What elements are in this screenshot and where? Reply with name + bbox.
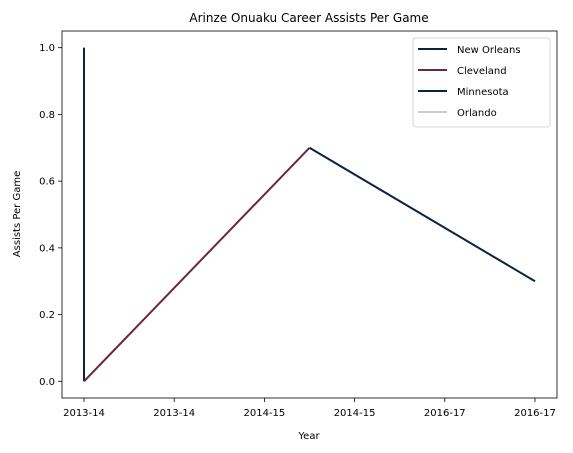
x-tick-label: 2014-15 xyxy=(334,408,376,419)
chart-title: Arinze Onuaku Career Assists Per Game xyxy=(189,11,428,25)
x-axis-title: Year xyxy=(297,431,320,442)
x-tick-label: 2016-17 xyxy=(424,408,466,419)
y-tick-label: 0.4 xyxy=(39,243,55,254)
legend-label: New Orleans xyxy=(457,45,521,56)
legend-frame xyxy=(412,37,551,128)
x-tick-label: 2013-14 xyxy=(63,408,105,419)
legend-label: Minnesota xyxy=(457,87,509,98)
y-tick-label: 1.0 xyxy=(39,43,55,54)
x-axis-ticks: 2013-14 2013-14 2014-15 2014-15 2016-17 2016-… xyxy=(63,398,556,419)
x-tick-label: 2013-14 xyxy=(153,408,195,419)
x-tick-label: 2014-15 xyxy=(244,408,286,419)
y-axis-ticks: 0.0 0.2 0.4 0.6 0.8 1.0 xyxy=(39,43,62,388)
plot-frame xyxy=(61,30,558,399)
series-line-minnesota xyxy=(308,146,536,283)
y-tick-label: 0.2 xyxy=(39,310,55,321)
plot-area: 2013-14 2013-14 2014-15 2014-15 2016-17 2016-… xyxy=(39,30,558,419)
legend-label: Cleveland xyxy=(457,66,507,77)
series-line-cleveland xyxy=(83,147,311,383)
legend-label: Orlando xyxy=(457,108,497,119)
y-axis-title: Assists Per Game xyxy=(12,171,23,257)
y-tick-label: 0.0 xyxy=(39,377,55,388)
y-tick-label: 0.6 xyxy=(39,177,55,188)
x-tick-label: 2016-17 xyxy=(514,408,556,419)
legend: New Orleans Cleveland Minnesota Orlando xyxy=(412,37,551,128)
series-layer xyxy=(83,47,536,383)
y-tick-label: 0.8 xyxy=(39,110,55,121)
